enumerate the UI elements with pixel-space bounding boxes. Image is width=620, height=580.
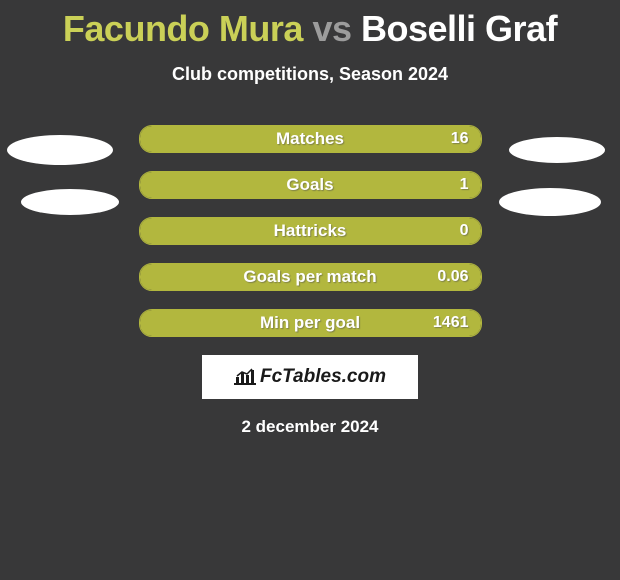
player1-avatar-placeholder (7, 135, 113, 165)
stat-label: Goals per match (140, 264, 481, 290)
brand-chart-icon (234, 367, 256, 390)
player2-avatar-placeholder (509, 137, 605, 163)
stat-bar: Matches16 (139, 125, 482, 153)
player2-name: Boselli Graf (361, 8, 557, 49)
subtitle: Club competitions, Season 2024 (0, 64, 620, 85)
stat-bar: Goals1 (139, 171, 482, 199)
stat-label: Min per goal (140, 310, 481, 336)
stat-label: Matches (140, 126, 481, 152)
brand-box[interactable]: FcTables.com (202, 355, 418, 399)
stat-value: 0.06 (437, 264, 468, 290)
stat-bar: Hattricks0 (139, 217, 482, 245)
stat-label: Goals (140, 172, 481, 198)
comparison-title: Facundo Mura vs Boselli Graf (0, 0, 620, 50)
player1-avatar-placeholder-2 (21, 189, 119, 215)
stat-bar: Goals per match0.06 (139, 263, 482, 291)
date-line: 2 december 2024 (0, 417, 620, 437)
stat-label: Hattricks (140, 218, 481, 244)
stats-bars: Matches16 Goals1 Hattricks0 Goals per match… (139, 125, 482, 337)
stat-value: 1 (460, 172, 469, 198)
stat-bar: Min per goal1461 (139, 309, 482, 337)
stat-value: 16 (451, 126, 469, 152)
stat-value: 0 (460, 218, 469, 244)
vs-label: vs (312, 8, 351, 49)
player1-name: Facundo Mura (63, 8, 303, 49)
stat-value: 1461 (433, 310, 469, 336)
brand-text: FcTables.com (260, 366, 386, 388)
player2-avatar-placeholder-2 (499, 188, 601, 216)
